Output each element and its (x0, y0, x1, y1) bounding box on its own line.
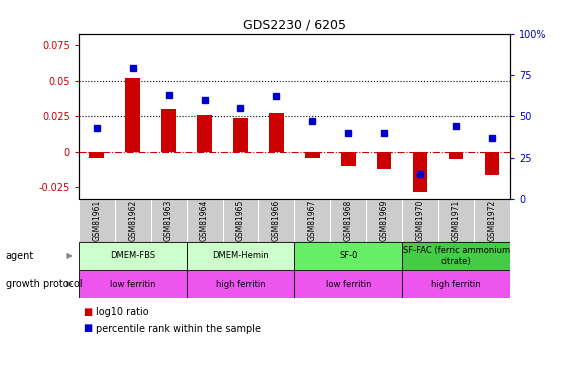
Text: GSM81969: GSM81969 (380, 200, 389, 241)
Bar (125, 78, 140, 152)
Text: GSM81971: GSM81971 (452, 200, 461, 241)
Text: GSM81963: GSM81963 (164, 200, 173, 241)
Text: GSM81967: GSM81967 (308, 200, 317, 241)
Text: GSM81972: GSM81972 (487, 200, 497, 241)
Text: SF-0: SF-0 (339, 251, 357, 260)
Bar (402, 270, 510, 298)
Bar (233, 118, 248, 152)
Text: GSM81962: GSM81962 (128, 200, 137, 241)
Bar (449, 152, 463, 159)
Bar (413, 152, 427, 192)
Text: log10 ratio: log10 ratio (96, 307, 149, 316)
Text: ■: ■ (83, 307, 93, 316)
Bar (187, 242, 294, 270)
Text: low ferritin: low ferritin (110, 280, 156, 289)
Bar (79, 270, 187, 298)
Text: GSM81968: GSM81968 (344, 200, 353, 241)
Title: GDS2230 / 6205: GDS2230 / 6205 (243, 18, 346, 31)
Bar (90, 152, 104, 157)
Text: DMEM-FBS: DMEM-FBS (110, 251, 155, 260)
Text: percentile rank within the sample: percentile rank within the sample (96, 324, 261, 333)
Bar (294, 270, 402, 298)
Text: growth protocol: growth protocol (6, 279, 82, 289)
Bar (79, 242, 187, 270)
Text: low ferritin: low ferritin (325, 280, 371, 289)
Bar (187, 270, 294, 298)
Bar (269, 113, 283, 152)
Text: GSM81964: GSM81964 (200, 200, 209, 241)
Bar (377, 152, 392, 169)
Bar (341, 152, 356, 166)
Bar (305, 152, 319, 157)
Bar (294, 242, 402, 270)
Text: GSM81970: GSM81970 (416, 200, 425, 241)
Text: GSM81965: GSM81965 (236, 200, 245, 241)
Bar (197, 115, 212, 152)
Bar (161, 109, 176, 152)
Text: GSM81961: GSM81961 (92, 200, 101, 241)
Text: ■: ■ (83, 324, 93, 333)
Bar (402, 242, 510, 270)
Text: high ferritin: high ferritin (216, 280, 265, 289)
Text: DMEM-Hemin: DMEM-Hemin (212, 251, 269, 260)
Text: SF-FAC (ferric ammonium
citrate): SF-FAC (ferric ammonium citrate) (403, 246, 510, 266)
Text: high ferritin: high ferritin (431, 280, 481, 289)
Text: agent: agent (6, 251, 34, 261)
Bar (485, 152, 499, 175)
Text: GSM81966: GSM81966 (272, 200, 281, 241)
